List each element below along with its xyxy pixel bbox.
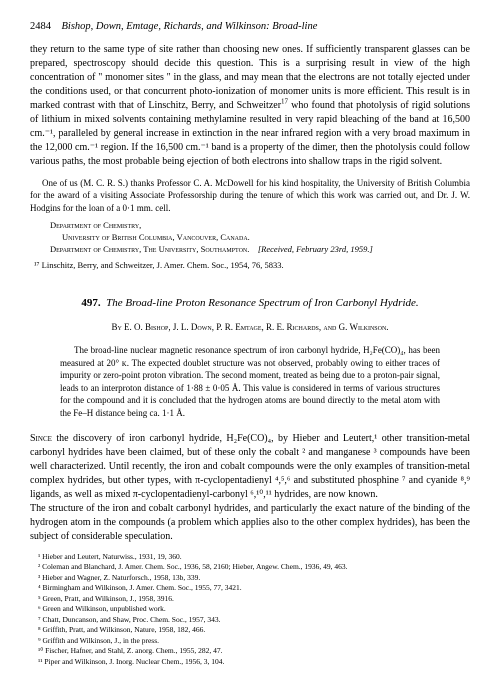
footnote: ⁴ Birmingham and Wilkinson, J. Amer. Che… xyxy=(30,583,470,594)
article-authors: By E. O. Bishop, J. L. Down, P. R. Emtag… xyxy=(30,321,470,334)
affiliation-block: Department of Chemistry, University of B… xyxy=(50,220,470,256)
footnote: ⁸ Griffith, Pratt, and Wilkinson, Nature… xyxy=(30,625,470,636)
page-number: 2484 xyxy=(30,21,51,32)
footnote: ³ Hieber and Wagner, Z. Naturforsch., 19… xyxy=(30,573,470,584)
footnote: ¹ Hieber and Leutert, Naturwiss., 1931, … xyxy=(30,552,470,563)
affiliation-line: Department of Chemistry, The University,… xyxy=(50,244,470,256)
footnote-17: ¹⁷ Linschitz, Berry, and Schweitzer, J. … xyxy=(42,260,470,272)
acknowledgment: One of us (M. C. R. S.) thanks Professor… xyxy=(30,177,470,215)
article-abstract: The broad-line nuclear magnetic resonanc… xyxy=(60,344,440,420)
footnote: ⁶ Green and Wilkinson, unpublished work. xyxy=(30,604,470,615)
running-title: Bishop, Down, Emtage, Richards, and Wilk… xyxy=(62,21,318,32)
page-header: 2484 Bishop, Down, Emtage, Richards, and… xyxy=(30,20,470,35)
footnote: ¹⁰ Fischer, Hafner, and Stahl, Z. anorg.… xyxy=(30,646,470,657)
footnote: ¹¹ Piper and Wilkinson, J. Inorg. Nuclea… xyxy=(30,657,470,668)
footnotes-block: ¹ Hieber and Leutert, Naturwiss., 1931, … xyxy=(30,552,470,668)
footnote: ⁹ Griffith and Wilkinson, J., in the pre… xyxy=(30,636,470,647)
affiliation-line: University of British Columbia, Vancouve… xyxy=(62,232,470,244)
body-paragraph-1: Since the discovery of iron carbonyl hyd… xyxy=(30,432,470,502)
article-title: 497. The Broad-line Proton Resonance Spe… xyxy=(30,296,470,311)
affiliation-line: Department of Chemistry, xyxy=(50,220,470,232)
footnote: ⁷ Chatt, Duncanson, and Shaw, Proc. Chem… xyxy=(30,615,470,626)
footnote: ² Coleman and Blanchard, J. Amer. Chem. … xyxy=(30,562,470,573)
body-paragraph-2: The structure of the iron and cobalt car… xyxy=(30,502,470,544)
continuation-paragraph: they return to the same type of site rat… xyxy=(30,43,470,169)
footnote: ⁵ Green, Pratt, and Wilkinson, J., 1958,… xyxy=(30,594,470,605)
